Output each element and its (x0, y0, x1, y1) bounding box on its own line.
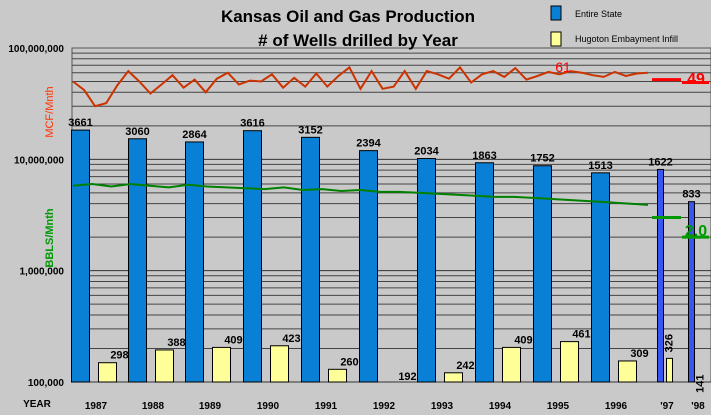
bar-entire-state (185, 141, 204, 383)
value-label-hugoton-infill: 388 (167, 337, 185, 349)
value-label-hugoton-infill: 298 (110, 350, 128, 362)
bar-hugoton-infill (270, 345, 289, 383)
plot-frame (71, 47, 711, 383)
x-tick-label: 1993 (431, 401, 454, 412)
bar-entire-state (475, 162, 494, 383)
bar-entire-state (657, 168, 664, 383)
chart-title: Kansas Oil and Gas Production (221, 7, 475, 26)
value-label-entire-state: 3152 (298, 124, 322, 136)
y-tick-label: 100,000,000 (8, 44, 64, 55)
x-axis-label: YEAR (23, 399, 52, 410)
bar-entire-state (359, 150, 378, 383)
bar-hugoton-infill (444, 372, 463, 383)
bar-entire-state (533, 165, 552, 383)
bar-hugoton-infill (502, 346, 521, 383)
grid-lines (71, 47, 711, 383)
gas-production-line (72, 65, 649, 108)
bar-hugoton-infill (666, 357, 673, 383)
oil-line-label: BBLS/Mnth (44, 208, 56, 268)
bar-entire-state (128, 138, 147, 383)
bar-hugoton-infill (98, 362, 117, 383)
x-tick-label: 1994 (489, 401, 512, 412)
value-label-entire-state: 1863 (472, 150, 496, 162)
value-label-hugoton-infill: 260 (340, 356, 358, 368)
gas-annotation-49: 49 (687, 71, 705, 88)
x-tick-label: 1996 (605, 401, 628, 412)
value-label-hugoton-infill: 461 (572, 329, 590, 341)
value-label-hugoton-infill: 409 (514, 334, 532, 346)
value-label-entire-state: 3661 (68, 117, 92, 129)
value-label-entire-state: 3060 (125, 126, 149, 138)
bar-hugoton-infill (328, 368, 347, 383)
legend-swatch-state (550, 5, 562, 21)
value-label-hugoton-infill: 309 (630, 348, 648, 360)
value-label-entire-state: 2394 (356, 138, 381, 150)
legend-label-state: Entire State (575, 9, 622, 19)
x-tick-label: 1991 (315, 401, 338, 412)
x-axis-ticks: 1987 1988 1989 1990 1991 1992 1993 1994 1995 1996… (85, 401, 705, 412)
bar-entire-state (243, 130, 262, 383)
value-label-entire-state: 1752 (530, 153, 554, 165)
y-tick-label: 10,000,000 (14, 155, 64, 166)
x-tick-label: 1992 (373, 401, 396, 412)
value-label-hugoton-infill: 409 (224, 334, 242, 346)
bar-entire-state (417, 158, 436, 383)
value-label-hugoton-infill: 242 (456, 360, 474, 372)
bars (71, 129, 695, 383)
x-tick-label: 1988 (142, 401, 165, 412)
x-tick-label: 1987 (85, 401, 108, 412)
bar-hugoton-infill (155, 349, 174, 383)
value-label-hugoton-infill: 423 (282, 333, 300, 345)
value-label-hugoton-infill: 326 (664, 334, 676, 352)
gas-line-label: MCF/Mnth (44, 86, 56, 137)
bar-entire-state (71, 129, 90, 383)
oil-annotation-2-0: 2.0 (685, 223, 707, 240)
value-label-entire-state: 833 (682, 189, 700, 201)
y-tick-label: 1,000,000 (20, 267, 65, 278)
bar-hugoton-infill (618, 360, 637, 383)
trend-lines (72, 65, 709, 239)
x-tick-label: '97 (660, 401, 674, 412)
x-tick-label: 1989 (199, 401, 222, 412)
value-label-entire-state: 2034 (414, 146, 439, 158)
value-label-entire-state: 1622 (648, 156, 672, 168)
x-tick-label: '98 (691, 401, 705, 412)
bar-hugoton-infill (212, 346, 231, 383)
value-label-entire-state: 3616 (240, 118, 264, 130)
legend: Entire State Hugoton Embayment Infill (550, 5, 678, 47)
bar-entire-state (591, 172, 610, 383)
y-axis-ticks: 100,000 1,000,000 10,000,000 100,000,000 (8, 44, 64, 389)
oil-production-line (72, 182, 649, 206)
bar-value-labels: 3661 298 3060 388 2864 409 3616 423 3152 260 2394 1… (68, 117, 706, 393)
chart-subtitle: # of Wells drilled by Year (258, 31, 458, 50)
value-label-entire-state: 2864 (182, 129, 207, 141)
legend-swatch-infill (550, 31, 562, 47)
value-label-hugoton-infill: 192 (398, 371, 416, 383)
gas-annotation-61: 61 (555, 59, 571, 75)
value-label-entire-state: 1513 (588, 160, 612, 172)
bar-entire-state (301, 136, 320, 383)
value-label-hugoton-infill: 141 (695, 375, 707, 393)
x-tick-label: 1995 (547, 401, 570, 412)
x-tick-label: 1990 (257, 401, 280, 412)
bar-hugoton-infill (560, 341, 579, 383)
y-tick-label: 100,000 (28, 378, 65, 389)
legend-label-infill: Hugoton Embayment Infill (575, 34, 678, 44)
bar-entire-state (688, 201, 695, 383)
